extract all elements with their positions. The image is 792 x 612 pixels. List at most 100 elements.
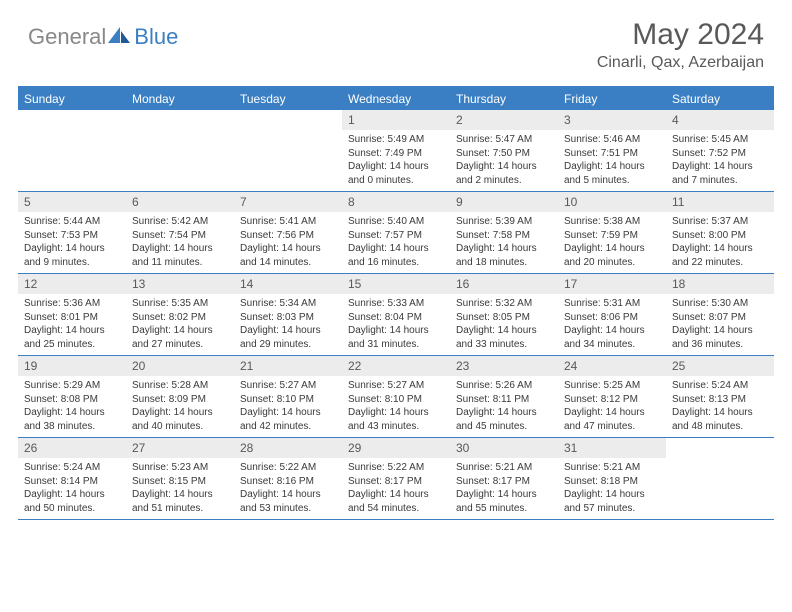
detail-line: Daylight: 14 hours (348, 160, 444, 174)
detail-line: Sunset: 8:08 PM (24, 393, 120, 407)
detail-line: Sunset: 8:11 PM (456, 393, 552, 407)
detail-line: Sunset: 7:59 PM (564, 229, 660, 243)
day-cell (234, 110, 342, 191)
day-number: 13 (126, 274, 234, 294)
detail-line: Daylight: 14 hours (348, 324, 444, 338)
day-cell: 1Sunrise: 5:49 AMSunset: 7:49 PMDaylight… (342, 110, 450, 191)
detail-line: Sunset: 7:53 PM (24, 229, 120, 243)
detail-line: and 33 minutes. (456, 338, 552, 352)
detail-line: and 54 minutes. (348, 502, 444, 516)
detail-line: Daylight: 14 hours (564, 324, 660, 338)
detail-line: Sunset: 7:56 PM (240, 229, 336, 243)
day-details: Sunrise: 5:39 AMSunset: 7:58 PMDaylight:… (450, 212, 558, 273)
detail-line: and 38 minutes. (24, 420, 120, 434)
day-number: 16 (450, 274, 558, 294)
detail-line: Daylight: 14 hours (24, 324, 120, 338)
day-cell: 16Sunrise: 5:32 AMSunset: 8:05 PMDayligh… (450, 274, 558, 355)
detail-line: Sunrise: 5:34 AM (240, 297, 336, 311)
detail-line: Sunset: 8:16 PM (240, 475, 336, 489)
detail-line: Daylight: 14 hours (564, 406, 660, 420)
week-row: 1Sunrise: 5:49 AMSunset: 7:49 PMDaylight… (18, 110, 774, 192)
day-cell: 12Sunrise: 5:36 AMSunset: 8:01 PMDayligh… (18, 274, 126, 355)
detail-line: Sunset: 8:06 PM (564, 311, 660, 325)
day-number: 29 (342, 438, 450, 458)
day-details: Sunrise: 5:28 AMSunset: 8:09 PMDaylight:… (126, 376, 234, 437)
day-number: 21 (234, 356, 342, 376)
detail-line: and 7 minutes. (672, 174, 768, 188)
day-details: Sunrise: 5:35 AMSunset: 8:02 PMDaylight:… (126, 294, 234, 355)
day-details: Sunrise: 5:22 AMSunset: 8:17 PMDaylight:… (342, 458, 450, 519)
day-header: Tuesday (234, 88, 342, 110)
detail-line: and 14 minutes. (240, 256, 336, 270)
week-row: 19Sunrise: 5:29 AMSunset: 8:08 PMDayligh… (18, 356, 774, 438)
detail-line: and 0 minutes. (348, 174, 444, 188)
day-details (18, 116, 126, 123)
detail-line: Sunrise: 5:39 AM (456, 215, 552, 229)
day-cell: 9Sunrise: 5:39 AMSunset: 7:58 PMDaylight… (450, 192, 558, 273)
day-cell: 6Sunrise: 5:42 AMSunset: 7:54 PMDaylight… (126, 192, 234, 273)
day-cell: 30Sunrise: 5:21 AMSunset: 8:17 PMDayligh… (450, 438, 558, 519)
detail-line: Daylight: 14 hours (564, 488, 660, 502)
week-row: 5Sunrise: 5:44 AMSunset: 7:53 PMDaylight… (18, 192, 774, 274)
day-details: Sunrise: 5:24 AMSunset: 8:13 PMDaylight:… (666, 376, 774, 437)
detail-line: and 53 minutes. (240, 502, 336, 516)
weeks-container: 1Sunrise: 5:49 AMSunset: 7:49 PMDaylight… (18, 110, 774, 520)
detail-line: Sunset: 7:50 PM (456, 147, 552, 161)
day-cell: 24Sunrise: 5:25 AMSunset: 8:12 PMDayligh… (558, 356, 666, 437)
day-cell: 31Sunrise: 5:21 AMSunset: 8:18 PMDayligh… (558, 438, 666, 519)
detail-line: Sunset: 8:00 PM (672, 229, 768, 243)
detail-line: and 22 minutes. (672, 256, 768, 270)
detail-line: Daylight: 14 hours (24, 406, 120, 420)
day-number: 14 (234, 274, 342, 294)
detail-line: and 57 minutes. (564, 502, 660, 516)
detail-line: and 2 minutes. (456, 174, 552, 188)
detail-line: Sunrise: 5:31 AM (564, 297, 660, 311)
detail-line: and 40 minutes. (132, 420, 228, 434)
detail-line: Sunrise: 5:44 AM (24, 215, 120, 229)
day-number: 17 (558, 274, 666, 294)
detail-line: and 16 minutes. (348, 256, 444, 270)
day-cell: 17Sunrise: 5:31 AMSunset: 8:06 PMDayligh… (558, 274, 666, 355)
day-cell: 29Sunrise: 5:22 AMSunset: 8:17 PMDayligh… (342, 438, 450, 519)
detail-line: Sunrise: 5:49 AM (348, 133, 444, 147)
detail-line: Daylight: 14 hours (672, 324, 768, 338)
day-details: Sunrise: 5:31 AMSunset: 8:06 PMDaylight:… (558, 294, 666, 355)
detail-line: and 51 minutes. (132, 502, 228, 516)
detail-line: Sunset: 8:04 PM (348, 311, 444, 325)
detail-line: Sunrise: 5:21 AM (564, 461, 660, 475)
day-number: 26 (18, 438, 126, 458)
detail-line: Sunrise: 5:38 AM (564, 215, 660, 229)
day-details: Sunrise: 5:27 AMSunset: 8:10 PMDaylight:… (234, 376, 342, 437)
detail-line: and 25 minutes. (24, 338, 120, 352)
day-details: Sunrise: 5:38 AMSunset: 7:59 PMDaylight:… (558, 212, 666, 273)
day-details: Sunrise: 5:23 AMSunset: 8:15 PMDaylight:… (126, 458, 234, 519)
day-details: Sunrise: 5:47 AMSunset: 7:50 PMDaylight:… (450, 130, 558, 191)
day-number: 9 (450, 192, 558, 212)
detail-line: Sunset: 8:10 PM (348, 393, 444, 407)
detail-line: Daylight: 14 hours (240, 324, 336, 338)
detail-line: Sunrise: 5:42 AM (132, 215, 228, 229)
detail-line: Daylight: 14 hours (240, 488, 336, 502)
detail-line: Sunset: 8:05 PM (456, 311, 552, 325)
detail-line: Daylight: 14 hours (456, 242, 552, 256)
day-number: 10 (558, 192, 666, 212)
day-details: Sunrise: 5:21 AMSunset: 8:18 PMDaylight:… (558, 458, 666, 519)
detail-line: Sunrise: 5:46 AM (564, 133, 660, 147)
detail-line: Daylight: 14 hours (564, 242, 660, 256)
detail-line: Daylight: 14 hours (240, 406, 336, 420)
day-cell: 2Sunrise: 5:47 AMSunset: 7:50 PMDaylight… (450, 110, 558, 191)
day-details: Sunrise: 5:46 AMSunset: 7:51 PMDaylight:… (558, 130, 666, 191)
detail-line: Sunset: 8:09 PM (132, 393, 228, 407)
day-number: 8 (342, 192, 450, 212)
title-block: May 2024 Cinarli, Qax, Azerbaijan (597, 18, 764, 72)
day-number: 23 (450, 356, 558, 376)
day-header: Friday (558, 88, 666, 110)
day-cell (666, 438, 774, 519)
day-cell: 5Sunrise: 5:44 AMSunset: 7:53 PMDaylight… (18, 192, 126, 273)
day-details: Sunrise: 5:33 AMSunset: 8:04 PMDaylight:… (342, 294, 450, 355)
detail-line: and 34 minutes. (564, 338, 660, 352)
brand-sail-icon (106, 25, 132, 50)
detail-line: and 29 minutes. (240, 338, 336, 352)
detail-line: Sunset: 7:51 PM (564, 147, 660, 161)
detail-line: Daylight: 14 hours (456, 488, 552, 502)
